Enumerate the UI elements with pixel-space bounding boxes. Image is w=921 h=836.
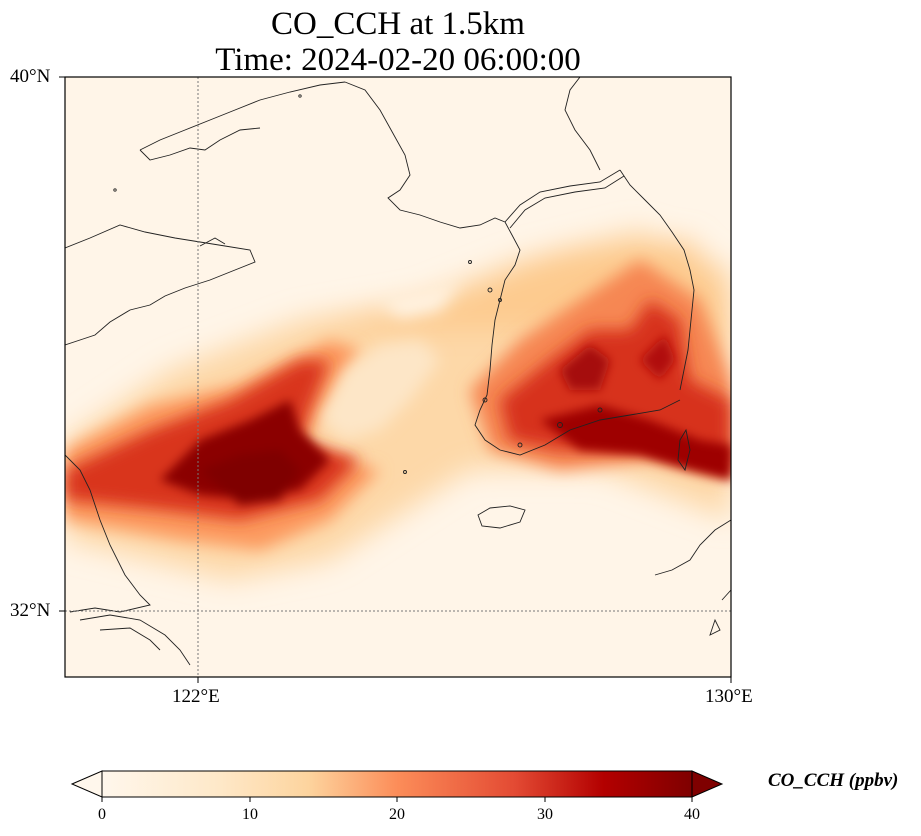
map-title: CO_CCH at 1.5km (271, 6, 525, 42)
colorbar-label: CO_CCH (ppbv) (768, 770, 899, 791)
colorbar-gradient (102, 771, 692, 797)
axis-ticks (59, 76, 732, 683)
lat-label-40n: 40°N (10, 66, 51, 87)
concentration-field (65, 77, 731, 677)
lon-label-130e: 130°E (705, 686, 753, 707)
map-subtitle-time: Time: 2024-02-20 06:00:00 (215, 42, 581, 78)
colorbar-tick: 40 (684, 806, 700, 823)
colorbar-tick: 20 (389, 806, 405, 823)
colorbar-extend-max (691, 770, 724, 798)
clean-gap (320, 280, 460, 440)
lon-label-122e: 122°E (172, 686, 220, 707)
colorbar-extend-min (70, 770, 103, 798)
lat-label-32n: 32°N (10, 600, 51, 621)
colorbar (70, 770, 724, 802)
colorbar-tick: 0 (98, 806, 106, 823)
coastlines (65, 77, 731, 666)
map-frame (64, 76, 732, 678)
gridlines (65, 77, 731, 677)
colorbar-tick: 30 (537, 806, 553, 823)
colorbar-tick: 10 (242, 806, 258, 823)
